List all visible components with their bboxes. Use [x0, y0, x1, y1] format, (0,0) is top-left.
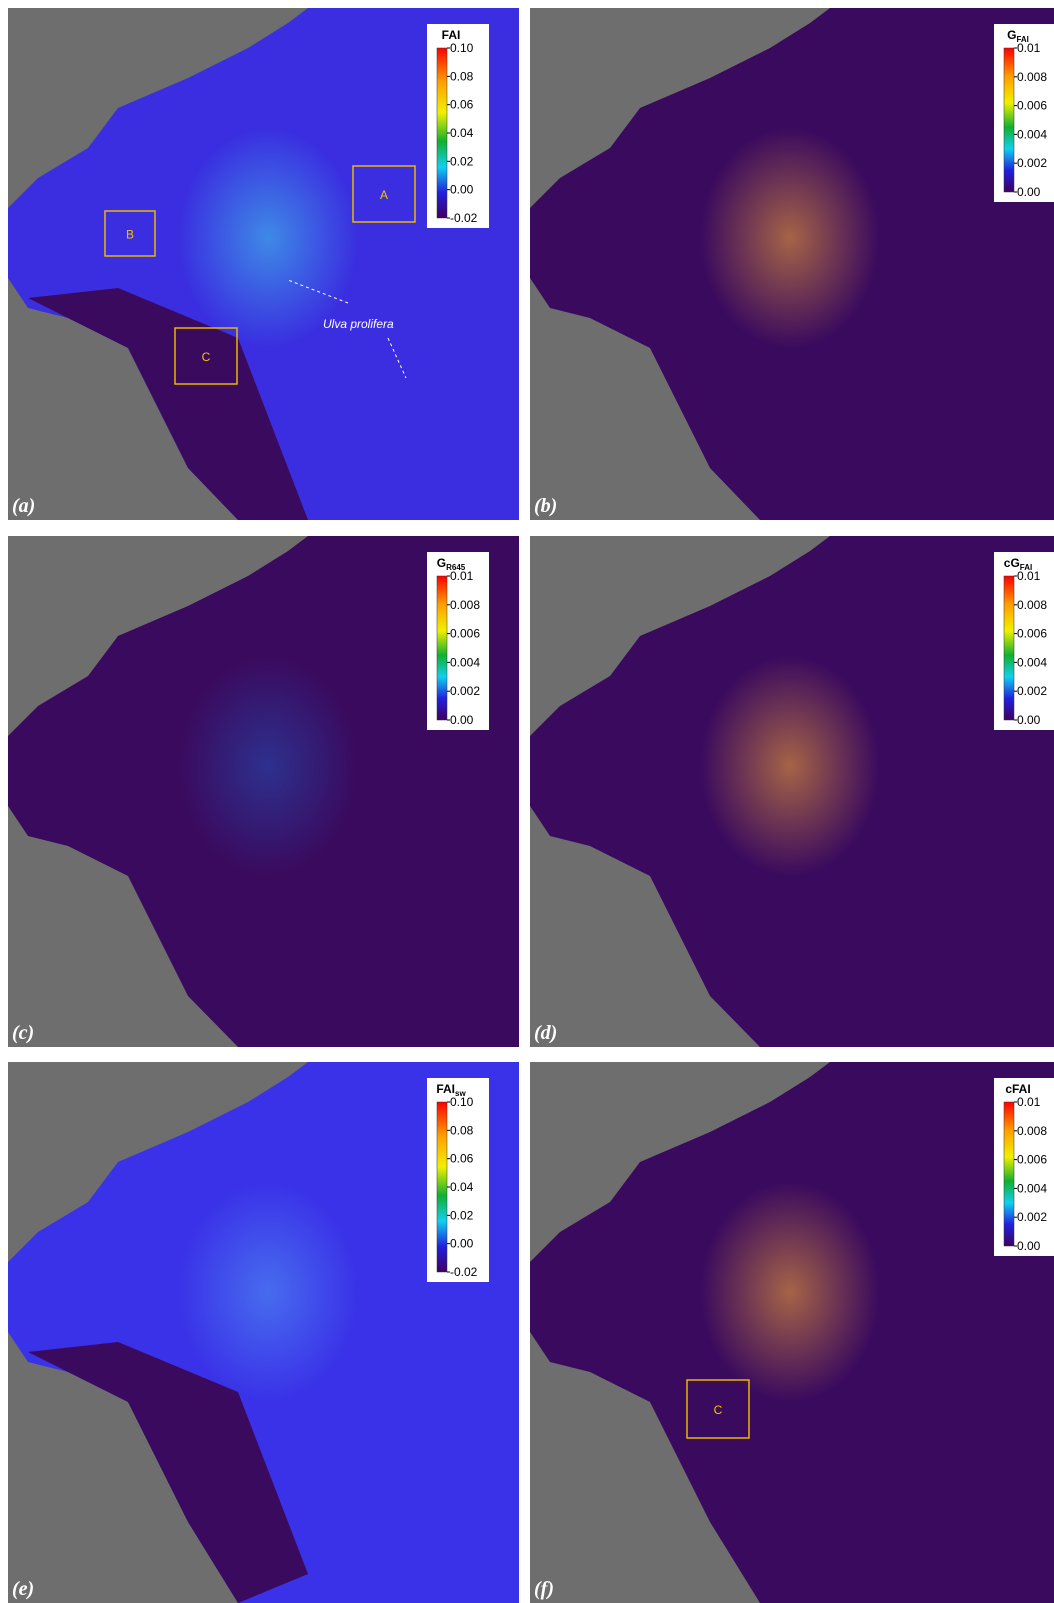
colorbar-title-main: FAI [436, 1082, 455, 1096]
colorbar-tick-label: 0.008 [1017, 598, 1047, 612]
region-label: C [202, 350, 211, 364]
colorbar-tick-label: 0.004 [1017, 655, 1047, 669]
colorbar-tick-label: 0.00 [1017, 713, 1041, 727]
colorbar-tick-label: 0.04 [450, 1180, 474, 1194]
colorbar-tick-label: 0.00 [1017, 1239, 1041, 1253]
figure: FAI0.100.080.060.040.020.00-0.02ABCUlva … [0, 0, 1054, 1603]
region-label: A [380, 188, 388, 202]
colorbar-tick-label: 0.006 [1017, 1153, 1047, 1167]
colorbar-title-main: cFAI [1005, 1082, 1030, 1096]
colorbar-tick-label: 0.02 [450, 154, 474, 168]
colorbar-tick-label: -0.02 [450, 1265, 478, 1279]
colorbar [437, 576, 447, 720]
colorbar-tick-label: 0.008 [1017, 1124, 1047, 1138]
colorbar-tick-label: 0.06 [450, 98, 474, 112]
algae-bloom [178, 128, 358, 348]
colorbar [1004, 576, 1014, 720]
colorbar-tick-label: 0.04 [450, 126, 474, 140]
panel-label: (f) [534, 1578, 554, 1600]
colorbar-tick-label: 0.004 [1017, 127, 1047, 141]
colorbar-tick-label: 0.01 [1017, 41, 1041, 55]
colorbar-tick-label: 0.06 [450, 1152, 474, 1166]
colorbar-tick-label: 0.008 [1017, 70, 1047, 84]
colorbar-title-main: FAI [442, 28, 461, 42]
colorbar-tick-label: 0.002 [450, 684, 480, 698]
colorbar-tick-label: 0.008 [450, 598, 480, 612]
colorbar-title-main: G [437, 556, 446, 570]
algae-bloom [178, 656, 358, 876]
algae-bloom [178, 1182, 358, 1402]
panel-label: (b) [534, 495, 557, 517]
panel-label: (c) [12, 1022, 34, 1044]
colorbar-tick-label: 0.006 [1017, 99, 1047, 113]
region-label: B [126, 228, 134, 242]
colorbar-tick-label: 0.00 [450, 183, 474, 197]
colorbar-title: FAI [442, 28, 461, 42]
colorbar-tick-label: 0.002 [1017, 1210, 1047, 1224]
panel-label: (d) [534, 1022, 557, 1044]
algae-bloom [700, 656, 880, 876]
colorbar [437, 1102, 447, 1272]
colorbar-tick-label: 0.10 [450, 1095, 474, 1109]
colorbar-tick-label: 0.006 [1017, 627, 1047, 641]
colorbar-tick-label: 0.006 [450, 627, 480, 641]
colorbar-tick-label: 0.01 [450, 569, 474, 583]
colorbar-tick-label: 0.002 [1017, 156, 1047, 170]
colorbar-tick-label: 0.00 [450, 1237, 474, 1251]
colorbar-tick-label: 0.08 [450, 1123, 474, 1137]
panel-label: (e) [12, 1578, 34, 1600]
colorbar-tick-label: 0.00 [450, 713, 474, 727]
colorbar [437, 48, 447, 218]
colorbar [1004, 1102, 1014, 1246]
colorbar-tick-label: 0.10 [450, 41, 474, 55]
colorbar-tick-label: 0.02 [450, 1208, 474, 1222]
colorbar-tick-label: 0.01 [1017, 1095, 1041, 1109]
colorbar-title: cFAI [1005, 1082, 1030, 1096]
region-label: C [714, 1403, 723, 1417]
colorbar-tick-label: 0.00 [1017, 185, 1041, 199]
colorbar-tick-label: 0.01 [1017, 569, 1041, 583]
colorbar-title-main: cG [1004, 556, 1020, 570]
algae-bloom [700, 128, 880, 348]
colorbar-tick-label: 0.004 [450, 655, 480, 669]
colorbar-tick-label: -0.02 [450, 211, 478, 225]
algae-bloom [700, 1182, 880, 1402]
colorbar-tick-label: 0.002 [1017, 684, 1047, 698]
colorbar-title-main: G [1007, 28, 1016, 42]
panel-label: (a) [12, 495, 35, 517]
colorbar-tick-label: 0.08 [450, 69, 474, 83]
colorbar [1004, 48, 1014, 192]
annotation: Ulva prolifera [323, 317, 394, 331]
colorbar-tick-label: 0.004 [1017, 1181, 1047, 1195]
